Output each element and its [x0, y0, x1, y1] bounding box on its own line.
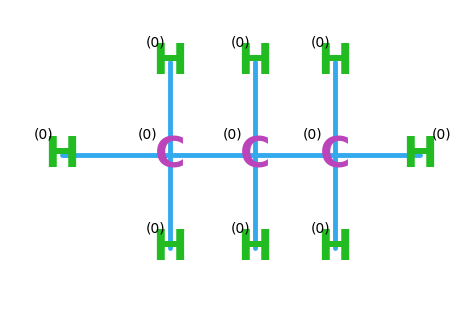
Text: H: H [238, 227, 273, 269]
Text: H: H [318, 41, 353, 83]
Text: (0): (0) [311, 35, 331, 49]
Text: H: H [238, 41, 273, 83]
Text: (0): (0) [311, 221, 331, 235]
Text: C: C [240, 134, 270, 176]
Text: (0): (0) [231, 221, 251, 235]
Text: (0): (0) [146, 35, 166, 49]
Text: H: H [403, 134, 438, 176]
Text: H: H [318, 227, 353, 269]
Text: H: H [44, 134, 79, 176]
Text: (0): (0) [231, 35, 251, 49]
Text: (0): (0) [303, 128, 323, 142]
Text: (0): (0) [34, 128, 54, 142]
Text: (0): (0) [432, 128, 452, 142]
Text: C: C [155, 134, 185, 176]
Text: (0): (0) [138, 128, 158, 142]
Text: H: H [153, 227, 187, 269]
Text: (0): (0) [146, 221, 166, 235]
Text: (0): (0) [223, 128, 243, 142]
Text: H: H [153, 41, 187, 83]
Text: C: C [320, 134, 350, 176]
